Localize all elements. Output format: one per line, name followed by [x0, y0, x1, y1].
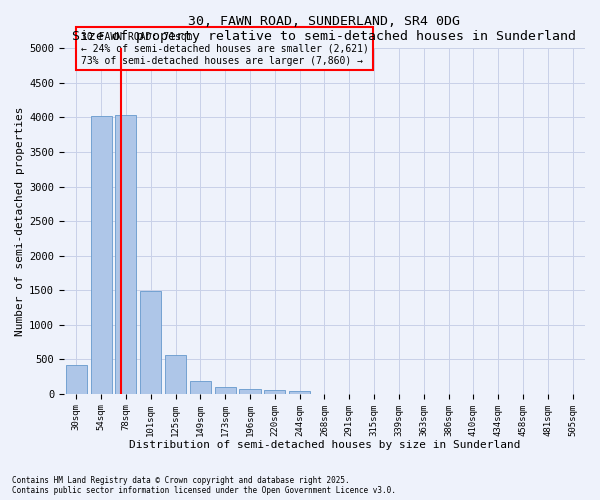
Bar: [264, 390, 286, 394]
Bar: [140, 291, 161, 394]
Y-axis label: Number of semi-detached properties: Number of semi-detached properties: [15, 106, 25, 336]
Bar: [91, 116, 112, 394]
Bar: [115, 114, 136, 394]
Bar: [239, 390, 260, 394]
Bar: [215, 387, 236, 394]
Title: 30, FAWN ROAD, SUNDERLAND, SR4 0DG
Size of property relative to semi-detached ho: 30, FAWN ROAD, SUNDERLAND, SR4 0DG Size …: [73, 15, 577, 43]
Text: 30 FAWN ROAD: 71sqm
← 24% of semi-detached houses are smaller (2,621)
73% of sem: 30 FAWN ROAD: 71sqm ← 24% of semi-detach…: [81, 32, 368, 66]
Bar: [66, 365, 87, 394]
Bar: [190, 382, 211, 394]
Bar: [165, 355, 186, 394]
X-axis label: Distribution of semi-detached houses by size in Sunderland: Distribution of semi-detached houses by …: [128, 440, 520, 450]
Text: Contains HM Land Registry data © Crown copyright and database right 2025.
Contai: Contains HM Land Registry data © Crown c…: [12, 476, 396, 495]
Bar: [289, 391, 310, 394]
